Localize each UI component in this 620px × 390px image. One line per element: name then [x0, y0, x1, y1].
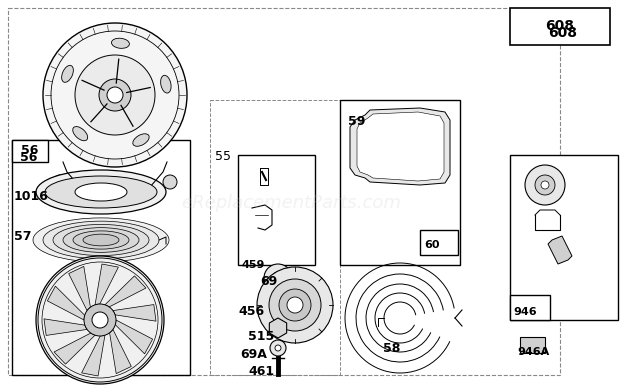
Text: 60: 60	[424, 240, 440, 250]
Text: 56: 56	[20, 151, 37, 164]
Polygon shape	[357, 112, 444, 181]
Polygon shape	[110, 330, 131, 374]
Circle shape	[107, 87, 123, 103]
Ellipse shape	[33, 218, 169, 262]
Text: 946: 946	[513, 307, 537, 317]
Bar	[510, 295, 550, 320]
Polygon shape	[95, 264, 118, 305]
Polygon shape	[69, 266, 91, 310]
Bar	[238, 155, 315, 265]
Ellipse shape	[36, 170, 166, 214]
Circle shape	[163, 175, 177, 189]
Text: 456: 456	[238, 305, 264, 318]
Text: 55: 55	[215, 150, 231, 163]
Text: 459: 459	[241, 260, 264, 270]
Circle shape	[99, 79, 131, 111]
Ellipse shape	[63, 228, 139, 252]
Polygon shape	[105, 276, 146, 307]
Polygon shape	[115, 320, 153, 354]
Circle shape	[43, 23, 187, 167]
Text: 608: 608	[548, 26, 577, 40]
Ellipse shape	[61, 66, 73, 82]
Ellipse shape	[161, 75, 171, 93]
Polygon shape	[82, 335, 105, 376]
Ellipse shape	[53, 224, 149, 255]
Bar	[510, 155, 618, 320]
Circle shape	[257, 267, 333, 343]
Text: 57: 57	[14, 230, 32, 243]
Circle shape	[84, 304, 116, 336]
Circle shape	[270, 340, 286, 356]
Circle shape	[269, 279, 321, 331]
Text: 608: 608	[546, 19, 575, 33]
Text: 58: 58	[383, 342, 401, 355]
Circle shape	[272, 272, 284, 284]
Circle shape	[53, 175, 67, 189]
Polygon shape	[269, 318, 286, 338]
Circle shape	[275, 345, 281, 351]
Bar	[510, 8, 610, 45]
Ellipse shape	[73, 231, 129, 249]
Bar	[12, 140, 48, 162]
Circle shape	[525, 165, 565, 205]
Circle shape	[541, 181, 549, 189]
Circle shape	[287, 297, 303, 313]
Text: 69A: 69A	[240, 348, 267, 361]
Ellipse shape	[112, 38, 130, 48]
Ellipse shape	[75, 183, 127, 201]
Bar	[340, 100, 460, 265]
Text: 56: 56	[21, 145, 38, 158]
Polygon shape	[47, 286, 85, 320]
Polygon shape	[548, 236, 572, 264]
Ellipse shape	[83, 234, 119, 246]
Ellipse shape	[133, 134, 149, 146]
Bar	[520, 337, 545, 353]
Ellipse shape	[73, 127, 87, 141]
Polygon shape	[350, 108, 450, 185]
Circle shape	[75, 55, 155, 135]
Text: 946A: 946A	[517, 347, 549, 357]
Ellipse shape	[43, 221, 159, 259]
Circle shape	[535, 175, 555, 195]
Circle shape	[36, 256, 164, 384]
Circle shape	[264, 264, 292, 292]
Text: 59: 59	[348, 115, 365, 128]
Polygon shape	[44, 319, 87, 335]
Circle shape	[279, 289, 311, 321]
Text: eReplacementParts.com: eReplacementParts.com	[182, 194, 401, 212]
Circle shape	[92, 312, 108, 328]
Circle shape	[273, 323, 283, 333]
Ellipse shape	[45, 176, 157, 208]
Text: 1016: 1016	[14, 190, 49, 203]
Bar	[210, 100, 340, 375]
Text: 461: 461	[248, 365, 274, 378]
Polygon shape	[54, 333, 95, 364]
Bar	[420, 230, 458, 255]
Text: 69: 69	[260, 275, 277, 288]
Text: 515: 515	[248, 330, 274, 343]
Bar	[12, 140, 190, 375]
Bar	[8, 8, 560, 375]
Polygon shape	[113, 305, 156, 321]
